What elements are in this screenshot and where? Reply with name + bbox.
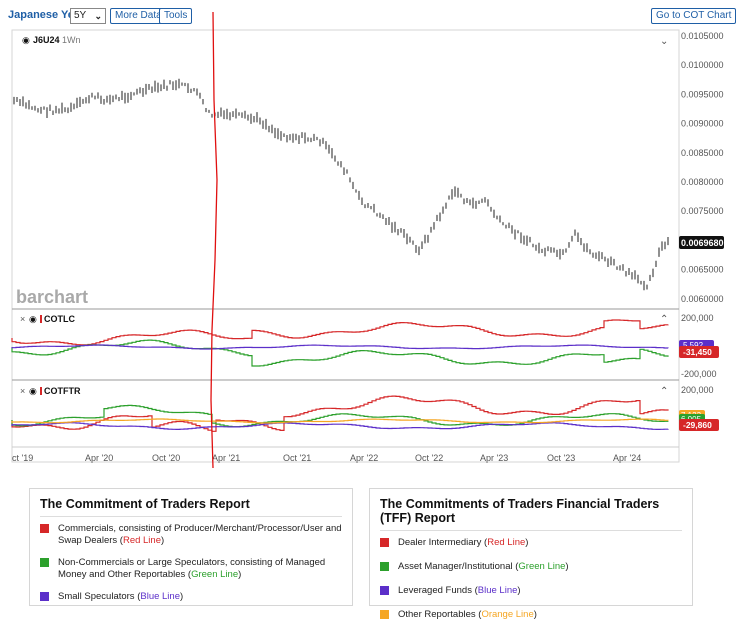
- cot-badge-blue-text: 5,592: [683, 341, 704, 350]
- cot-report-box: The Commitment of Traders Report Commerc…: [29, 488, 353, 606]
- toolbar: Japanese Yen 5Y ⌄ More Data Tools Go to …: [0, 0, 743, 26]
- x-tick-label: Apr '21: [212, 453, 240, 463]
- tff-item-color: Green Line: [518, 561, 566, 572]
- main-symbol: J6U24: [33, 35, 60, 45]
- red-square-icon: [380, 538, 389, 547]
- x-tick-label: Apr '20: [85, 453, 113, 463]
- tff-item-asset-manager: Asset Manager/Institutional (Green Line): [380, 561, 682, 573]
- cot-item-small-specs: Small Speculators (Blue Line): [40, 591, 342, 603]
- x-tick-label: Apr '23: [480, 453, 508, 463]
- tff-lines: [11, 395, 669, 432]
- main-y-tick: 0.0065000: [681, 265, 724, 275]
- cot-item-text: Non-Commercials or Large Speculators, co…: [58, 557, 326, 580]
- main-y-tick: 0.0105000: [681, 31, 724, 41]
- x-tick-label: Oct '21: [283, 453, 311, 463]
- period-select[interactable]: 5Y ⌄: [70, 8, 106, 24]
- x-tick-label: Apr '24: [613, 453, 641, 463]
- tff-y-tick-top: 200,000: [681, 385, 714, 395]
- purple-square-icon: [40, 592, 49, 601]
- tff-badge-red-text: -29,860: [683, 420, 712, 430]
- cot-item-color: Green Line: [191, 569, 239, 580]
- x-tick-label: Oct '22: [415, 453, 443, 463]
- annotation-red-line: [210, 11, 218, 469]
- cot-lines: [11, 319, 669, 367]
- x-tick-label: ct '19: [12, 453, 33, 463]
- cot-report-title: The Commitment of Traders Report: [40, 497, 342, 517]
- purple-square-icon: [380, 586, 389, 595]
- chart-area: ◉ J6U24 1Wn ⌄ barchart 0.0105000 0.010000…: [11, 11, 724, 469]
- green-square-icon: [380, 562, 389, 571]
- last-price-label: 0.0069680: [681, 238, 724, 248]
- tff-item-other: Other Reportables (Orange Line): [380, 609, 682, 621]
- main-interval: 1Wn: [62, 35, 81, 45]
- tff-item-text: Asset Manager/Institutional: [398, 561, 513, 572]
- tff-item-dealer: Dealer Intermediary (Red Line): [380, 537, 682, 549]
- instrument-title: Japanese Yen: [8, 9, 81, 21]
- tff-item-color: Blue Line: [477, 585, 518, 596]
- cot-collapse-icon[interactable]: ⌃: [660, 314, 668, 325]
- tff-collapse-icon[interactable]: ⌃: [660, 386, 668, 397]
- cot-item-commercials: Commercials, consisting of Producer/Merc…: [40, 523, 342, 547]
- tff-name: COTFTR: [44, 386, 81, 396]
- tff-red-line: [11, 395, 669, 432]
- eye-icon[interactable]: ◉: [22, 35, 30, 45]
- tff-item-leveraged: Leveraged Funds (Blue Line): [380, 585, 682, 597]
- cot-name: COTLC: [44, 314, 75, 324]
- main-collapse-chevron-icon[interactable]: ⌄: [660, 36, 668, 47]
- cot-green-line: [11, 339, 669, 367]
- orange-square-icon: [380, 610, 389, 619]
- tff-eye-icon[interactable]: ◉: [29, 386, 37, 396]
- tff-badge-red: [679, 419, 719, 431]
- tff-report-box: The Commitments of Traders Financial Tra…: [369, 488, 693, 620]
- main-y-tick: 0.0090000: [681, 119, 724, 129]
- tools-button[interactable]: Tools: [159, 8, 193, 24]
- x-tick-label: Apr '22: [350, 453, 378, 463]
- cot-close-icon[interactable]: ×: [20, 314, 25, 324]
- go-to-cot-chart-button[interactable]: Go to COT Chart: [651, 8, 737, 24]
- period-value: 5Y: [74, 10, 87, 21]
- main-y-tick: 0.0060000: [681, 294, 724, 304]
- tff-color-marker: [40, 387, 42, 395]
- main-y-tick: 0.0085000: [681, 148, 724, 158]
- chevron-down-icon: ⌄: [94, 11, 102, 21]
- tff-green-line: [11, 404, 669, 428]
- cot-item-noncommercials: Non-Commercials or Large Speculators, co…: [40, 557, 342, 581]
- last-price-badge: [679, 236, 724, 249]
- tff-orange-line: [11, 418, 669, 424]
- cot-blue-line: [11, 344, 669, 350]
- cot-badge-red: [679, 346, 719, 358]
- tff-item-color: Red Line: [487, 537, 526, 548]
- price-bars: [13, 78, 669, 291]
- cot-badge-red-text: -31,450: [683, 347, 712, 357]
- x-axis: ct '19 Apr '20 Oct '20 Apr '21 Oct '21 Apr '2…: [12, 453, 641, 463]
- red-square-icon: [40, 524, 49, 533]
- main-y-tick: 0.0075000: [681, 206, 724, 216]
- green-square-icon: [40, 558, 49, 567]
- main-y-tick: 0.0100000: [681, 60, 724, 70]
- cot-y-tick-top: 200,000: [681, 313, 714, 323]
- tff-item-text: Dealer Intermediary: [398, 537, 482, 548]
- chart-frame: [11, 29, 680, 463]
- watermark-logo: barchart: [16, 287, 88, 307]
- main-y-axis: 0.0105000 0.0100000 0.0095000 0.0090000 0.00…: [681, 31, 724, 304]
- cot-item-color: Red Line: [122, 535, 161, 546]
- cot-y-tick-bottom: -200,000: [681, 369, 717, 379]
- cot-item-text: Small Speculators: [58, 591, 135, 602]
- tff-item-text: Other Reportables: [398, 609, 476, 620]
- tff-item-color: Orange Line: [481, 609, 534, 620]
- tff-close-icon[interactable]: ×: [20, 386, 25, 396]
- cot-item-text: Commercials, consisting of Producer/Merc…: [58, 523, 342, 546]
- more-data-button[interactable]: More Data: [110, 8, 167, 24]
- main-y-tick: 0.0080000: [681, 177, 724, 187]
- x-tick-label: Oct '23: [547, 453, 575, 463]
- tff-blue-line: [11, 422, 669, 430]
- tff-item-text: Leveraged Funds: [398, 585, 472, 596]
- cot-color-marker: [40, 315, 42, 323]
- x-tick-label: Oct '20: [152, 453, 180, 463]
- cot-eye-icon[interactable]: ◉: [29, 314, 37, 324]
- cot-red-line: [11, 319, 669, 346]
- main-y-tick: 0.0095000: [681, 89, 724, 99]
- tff-report-title: The Commitments of Traders Financial Tra…: [380, 497, 682, 531]
- cot-item-color: Blue Line: [140, 591, 180, 602]
